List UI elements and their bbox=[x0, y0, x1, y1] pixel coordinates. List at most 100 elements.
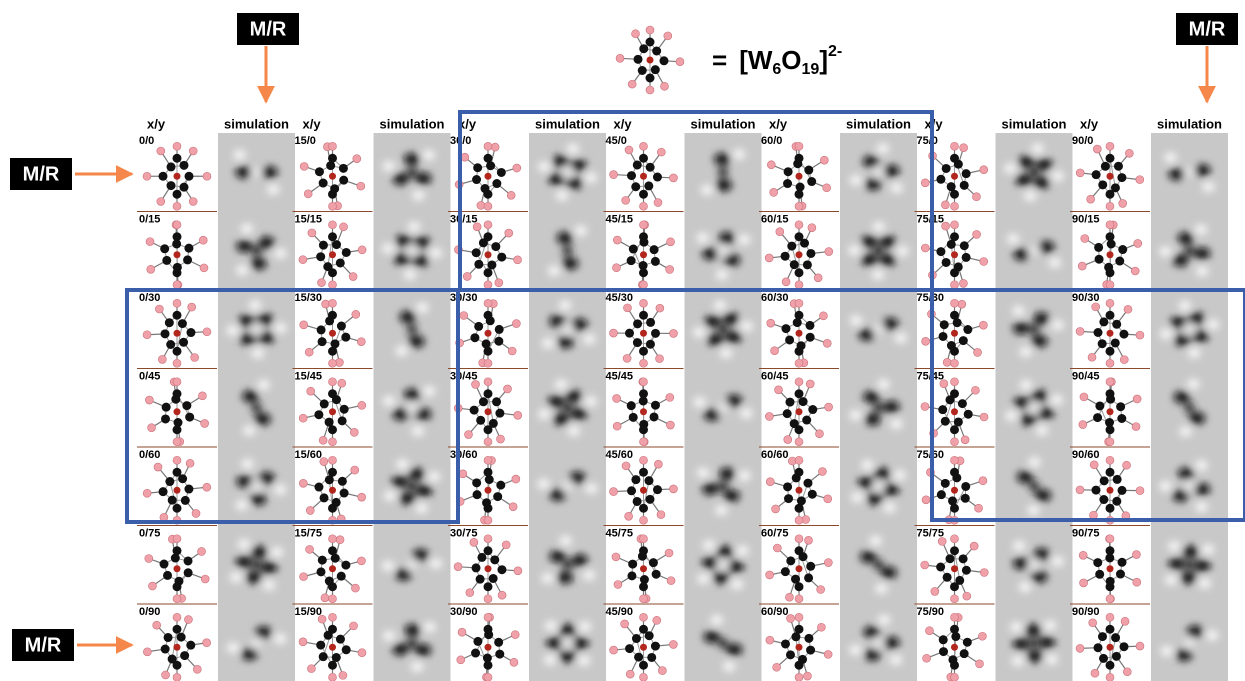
tungsten-atom bbox=[186, 641, 195, 650]
bright-spot bbox=[1165, 575, 1177, 585]
tungsten-atom bbox=[638, 66, 647, 75]
orientation-label: 60/75 bbox=[761, 527, 789, 539]
tungsten-atom bbox=[495, 325, 504, 334]
oxygen-atom bbox=[640, 613, 648, 621]
oxygen-atom bbox=[640, 535, 648, 543]
bright-spot bbox=[878, 379, 890, 389]
oxygen-atom bbox=[669, 640, 677, 648]
tungsten-atom bbox=[1106, 582, 1115, 591]
bright-spot bbox=[723, 661, 735, 671]
dark-spot bbox=[724, 254, 740, 266]
oxygen-atom bbox=[173, 535, 181, 543]
oxygen-atom bbox=[972, 193, 980, 201]
oxygen-atom bbox=[921, 244, 929, 252]
oxygen-atom bbox=[766, 571, 774, 579]
tungsten-atom bbox=[1094, 643, 1103, 652]
oxygen-atom bbox=[357, 182, 365, 190]
tungsten-atom bbox=[795, 582, 804, 591]
oxygen-atom bbox=[1106, 202, 1114, 210]
center-spot bbox=[1185, 324, 1195, 334]
molecule bbox=[299, 613, 366, 681]
tungsten-atom bbox=[950, 425, 959, 434]
center-spot bbox=[252, 560, 262, 570]
oxygen-atom bbox=[951, 378, 959, 386]
tungsten-atom bbox=[1106, 232, 1115, 241]
bright-spot bbox=[873, 222, 885, 232]
bright-spot bbox=[716, 270, 728, 280]
formula-part: ] bbox=[819, 45, 828, 75]
oxygen-atom bbox=[1106, 673, 1114, 681]
molecule bbox=[143, 456, 211, 524]
tungsten-atom bbox=[319, 241, 328, 250]
tungsten-atom bbox=[173, 468, 182, 477]
oxygen-atom bbox=[458, 628, 466, 636]
center-spot bbox=[718, 246, 728, 256]
dark-spot bbox=[716, 179, 732, 191]
tungsten-atom bbox=[961, 494, 970, 503]
orientation-label: 75/75 bbox=[917, 527, 945, 539]
tungsten-atom bbox=[659, 56, 668, 65]
center-spot bbox=[1029, 324, 1039, 334]
center-atom bbox=[1107, 644, 1114, 651]
center-spot bbox=[718, 638, 728, 648]
simulation-pattern bbox=[1010, 620, 1058, 666]
bright-spot bbox=[412, 426, 424, 436]
center-atom bbox=[640, 330, 647, 337]
oxygen-atom bbox=[173, 613, 181, 621]
bright-spot bbox=[697, 468, 709, 478]
tungsten-atom bbox=[795, 268, 804, 277]
center-spot bbox=[563, 481, 573, 491]
bright-spot bbox=[1195, 460, 1207, 470]
oxygen-atom bbox=[1123, 668, 1131, 676]
bright-spot bbox=[1196, 502, 1208, 512]
center-spot bbox=[718, 560, 728, 570]
dark-spot bbox=[393, 643, 409, 655]
center-atom bbox=[951, 565, 958, 572]
oxygen-atom bbox=[646, 86, 654, 94]
bright-spot bbox=[849, 245, 861, 255]
molecule bbox=[456, 299, 521, 367]
center-spot bbox=[1185, 638, 1195, 648]
center-atom bbox=[640, 487, 647, 494]
oxygen-atom bbox=[338, 379, 346, 387]
dark-spot bbox=[1171, 316, 1187, 328]
tungsten-atom bbox=[184, 556, 193, 565]
molecule bbox=[766, 613, 832, 681]
oxygen-atom bbox=[951, 535, 959, 543]
oxygen-atom bbox=[1131, 267, 1139, 275]
center-atom bbox=[640, 408, 647, 415]
oxygen-atom bbox=[203, 639, 211, 647]
dark-spot bbox=[867, 493, 883, 505]
oxygen-atom bbox=[923, 654, 931, 662]
formula-part: 2- bbox=[828, 43, 842, 60]
center-spot bbox=[718, 167, 728, 177]
bright-spot bbox=[733, 149, 745, 159]
oxygen-atom bbox=[484, 595, 492, 603]
oxygen-atom bbox=[329, 202, 337, 210]
bright-spot bbox=[423, 386, 435, 396]
oxygen-atom bbox=[625, 512, 633, 520]
dark-spot bbox=[1027, 650, 1043, 662]
bright-spot bbox=[542, 338, 554, 348]
dark-spot bbox=[1176, 649, 1192, 661]
oxygen-atom bbox=[824, 650, 832, 658]
dark-spot bbox=[725, 331, 741, 343]
oxygen-atom bbox=[785, 593, 793, 601]
tungsten-atom bbox=[173, 546, 182, 555]
tungsten-atom bbox=[1099, 654, 1108, 663]
bright-spot bbox=[559, 300, 571, 310]
tungsten-atom bbox=[1117, 173, 1126, 182]
oxygen-atom bbox=[921, 402, 929, 410]
dark-spot bbox=[864, 626, 880, 638]
molecule bbox=[299, 378, 366, 446]
center-spot bbox=[1185, 167, 1195, 177]
oxygen-atom bbox=[951, 438, 959, 446]
tungsten-atom bbox=[472, 248, 481, 257]
bright-spot bbox=[693, 327, 705, 337]
tungsten-atom bbox=[165, 318, 174, 327]
oxygen-atom bbox=[143, 172, 151, 180]
oxygen-atom bbox=[507, 191, 515, 199]
oxygen-atom bbox=[951, 673, 959, 681]
center-spot bbox=[874, 560, 884, 570]
dark-spot bbox=[1187, 625, 1203, 637]
